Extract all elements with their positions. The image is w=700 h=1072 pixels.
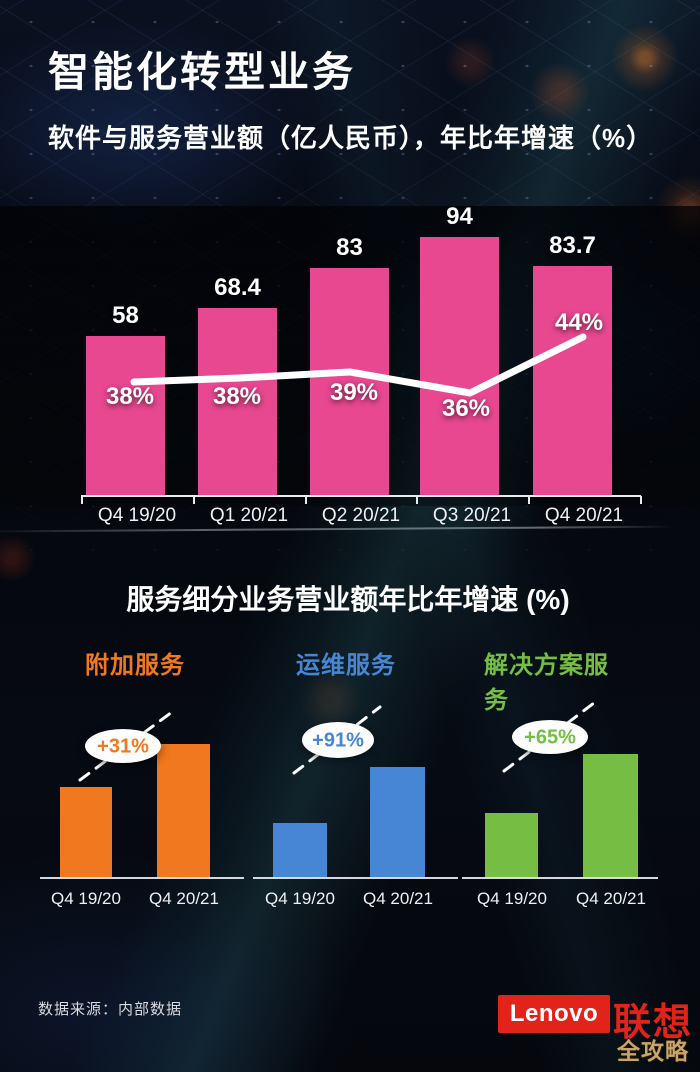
x-axis-tick [81, 496, 83, 504]
mini-chart-title-addons: 附加服务 [85, 652, 185, 679]
mini-axis-line [40, 877, 244, 879]
mini-axis-label: Q4 19/20 [265, 889, 335, 908]
x-axis-line [81, 495, 641, 497]
growth-bubble-label: +31% [97, 735, 149, 758]
data-source-note: 数据来源：内部数据 [38, 1001, 183, 1018]
x-axis-label: Q2 20/21 [321, 505, 401, 526]
main-bar-Q4 19/20 [86, 336, 165, 496]
section-title: 服务细分业务营业额年比年增速 (%) [126, 584, 570, 615]
lenovo-logo: Lenovo [498, 995, 610, 1033]
lenovo-logo-text: Lenovo [509, 1000, 599, 1027]
growth-percent-label: 44% [554, 309, 604, 336]
x-axis-label: Q3 20/21 [432, 505, 512, 526]
bar-value-label: 94 [446, 203, 473, 230]
x-axis-label: Q1 20/21 [209, 505, 289, 526]
x-axis-tick [640, 496, 642, 504]
growth-bubble-label: +65% [524, 726, 576, 749]
mini-chart-title-solutions: 解决方案服务 [484, 652, 609, 714]
lenovo-chinese-name: 联想 [613, 1002, 694, 1044]
watermark-text: 全攻略 [617, 1038, 689, 1064]
growth-bubble-label: +91% [312, 729, 364, 752]
bar-value-label: 58 [112, 302, 139, 329]
x-axis-tick [528, 496, 531, 504]
mini-bar-附加服务-Q4 20/21 [157, 744, 210, 878]
bar-value-label: 68.4 [214, 274, 261, 301]
growth-percent-label: 38% [105, 383, 155, 410]
mini-axis-label: Q4 20/21 [149, 889, 219, 908]
bar-value-label: 83.7 [549, 232, 596, 259]
chart-subtitle: 软件与服务营业额（亿人民币），年比年增速（%） [48, 123, 654, 153]
main-bar-Q4 20/21 [533, 266, 612, 496]
growth-percent-label: 38% [212, 383, 262, 410]
x-axis-label: Q4 19/20 [97, 505, 177, 526]
mini-bar-运维服务-Q4 19/20 [273, 823, 327, 878]
mini-chart-title-maintenance: 运维服务 [296, 652, 396, 679]
mini-bar-运维服务-Q4 20/21 [370, 767, 425, 878]
page-title: 智能化转型业务 [48, 49, 356, 95]
mini-axis-label: Q4 19/20 [477, 889, 547, 908]
mini-bar-解决方案服务-Q4 19/20 [485, 813, 538, 878]
x-axis-tick [192, 496, 195, 504]
growth-percent-label: 36% [441, 395, 491, 422]
x-axis-tick [416, 496, 419, 504]
main-bar-Q3 20/21 [420, 237, 499, 496]
x-axis-label: Q4 20/21 [544, 505, 624, 526]
mini-bar-附加服务-Q4 19/20 [60, 787, 112, 878]
mini-axis-label: Q4 20/21 [576, 889, 646, 908]
mini-axis-label: Q4 19/20 [51, 889, 121, 908]
mini-axis-label: Q4 20/21 [363, 889, 433, 908]
growth-percent-label: 39% [329, 379, 379, 406]
mini-bar-解决方案服务-Q4 20/21 [583, 754, 638, 878]
mini-axis-line [253, 877, 458, 879]
bar-value-label: 83 [336, 234, 363, 261]
mini-axis-line [462, 877, 658, 879]
x-axis-tick [304, 496, 307, 504]
